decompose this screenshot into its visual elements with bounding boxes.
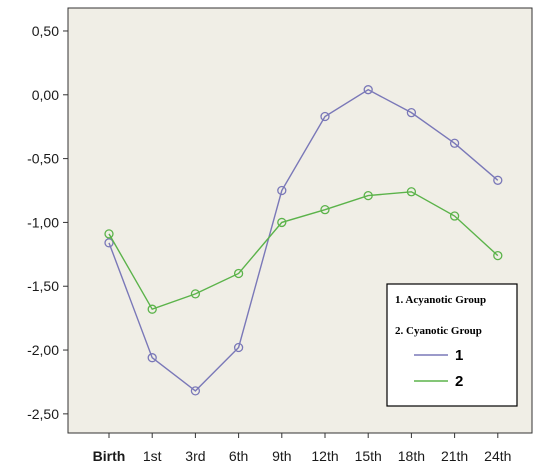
- series-line-1: [108, 88, 499, 392]
- series-2-point: [320, 205, 330, 215]
- series-line-2: [108, 191, 499, 311]
- series-1-point: [363, 85, 373, 95]
- x-tick-label: 9th: [272, 448, 291, 464]
- series-2-point: [277, 217, 287, 228]
- legend-entry-2: 2: [455, 373, 463, 390]
- x-tick-label: 24th: [484, 448, 511, 464]
- x-tick-label: 18th: [398, 448, 425, 464]
- series-1-point: [493, 175, 503, 185]
- series-2-point: [233, 268, 244, 279]
- y-tick-label: -2,50: [27, 406, 59, 422]
- series-2-point: [406, 187, 417, 197]
- series-2-point: [493, 250, 503, 261]
- legend-note-2: 2. Cyanotic Group: [395, 325, 482, 337]
- x-tick-label: 12th: [311, 448, 338, 464]
- series-1-point: [449, 138, 460, 148]
- x-tick-label: 6th: [229, 448, 248, 464]
- series-2-point: [147, 304, 157, 314]
- series-1-point: [190, 386, 201, 396]
- legend-note-1: 1. Acyanotic Group: [395, 294, 486, 306]
- x-tick-label: 3rd: [185, 448, 205, 464]
- x-tick-label: 15th: [355, 448, 382, 464]
- series-2-point: [104, 229, 114, 239]
- y-tick-label: -1,00: [27, 214, 59, 230]
- legend-entry-1: 1: [455, 347, 463, 364]
- series-layer: [104, 85, 503, 396]
- y-axis: 0,50 0,00 -0,50 -1,00 -1,50 -2,00 -2,50: [27, 23, 68, 422]
- y-tick-label: 0,00: [32, 87, 59, 103]
- x-tick-label: Birth: [93, 448, 126, 464]
- series-1-point: [147, 353, 157, 363]
- y-tick-label: -2,00: [27, 342, 59, 358]
- series-2-point: [190, 289, 201, 299]
- legend: 1. Acyanotic Group 2. Cyanotic Group 1 2: [386, 283, 518, 407]
- series-2-point: [449, 211, 460, 221]
- series-1-point: [320, 111, 330, 122]
- x-axis: Birth 1st 3rd 6th 9th 12th 15th 18th 21th 24th: [93, 433, 511, 464]
- series-1-point: [233, 342, 244, 353]
- series-2-point: [363, 190, 373, 201]
- series-1-point: [406, 108, 417, 118]
- x-tick-label: 1st: [143, 448, 162, 464]
- series-1-point: [104, 238, 114, 248]
- y-tick-label: 0,50: [32, 23, 59, 39]
- series-1-point: [277, 185, 287, 196]
- y-tick-label: -0,50: [27, 151, 59, 167]
- legend-box: [386, 283, 518, 407]
- y-tick-label: -1,50: [27, 278, 59, 294]
- x-tick-label: 21th: [441, 448, 468, 464]
